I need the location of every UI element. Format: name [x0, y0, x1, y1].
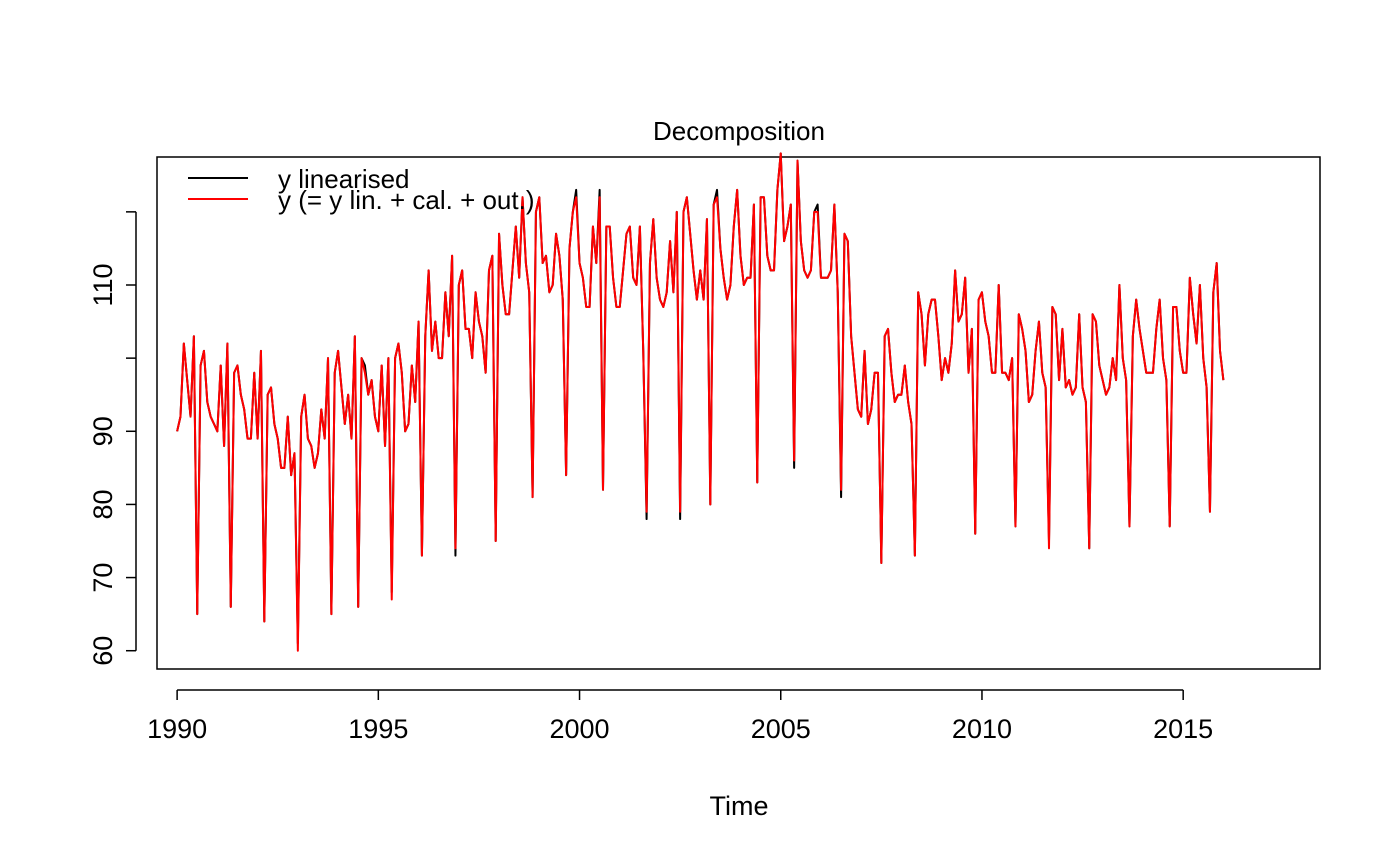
legend-label-y-total: y (= y lin. + cal. + out.): [278, 185, 535, 215]
x-tick-label-1990: 1990: [147, 714, 207, 744]
legend-label-y-linearised: y linearised: [278, 164, 410, 194]
x-tick-label-2005: 2005: [751, 714, 811, 744]
chart-title: Decomposition: [653, 116, 825, 146]
x-axis-title: Time: [710, 791, 769, 821]
y-tick-label-90: 90: [88, 416, 118, 446]
x-axis: 1990 1995 2000 2005 2010 2015: [147, 689, 1213, 744]
x-tick-label-2000: 2000: [550, 714, 610, 744]
x-tick-label-2010: 2010: [952, 714, 1012, 744]
y-tick-label-60: 60: [88, 636, 118, 666]
y-tick-label-70: 70: [88, 563, 118, 593]
series-line-1: [176, 152, 1225, 652]
legend: y linearised y (= y lin. + cal. + out.): [188, 164, 535, 215]
y-axis: 60 70 80 90 110: [88, 211, 137, 666]
y-tick-label-80: 80: [88, 489, 118, 519]
x-tick-label-1995: 1995: [348, 714, 408, 744]
series-layer: [176, 152, 1225, 652]
x-tick-label-2015: 2015: [1153, 714, 1213, 744]
y-tick-label-110: 110: [88, 263, 118, 306]
plot-area-frame: [156, 156, 1321, 670]
